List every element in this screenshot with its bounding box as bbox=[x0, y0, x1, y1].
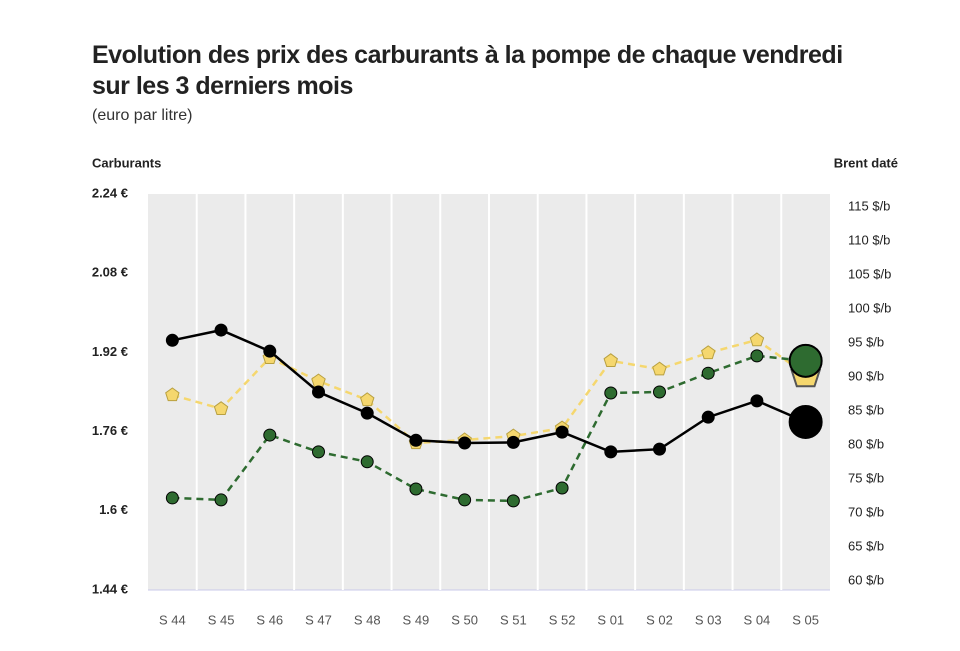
y-tick-label: 2.24 € bbox=[92, 185, 128, 200]
y2-tick-label: 60 $/b bbox=[848, 573, 884, 588]
y-tick-label: 1.6 € bbox=[99, 502, 128, 517]
y-tick-label: 1.44 € bbox=[92, 581, 128, 596]
y2-tick-label: 110 $/b bbox=[848, 232, 890, 247]
chart-title: Evolution des prix des carburants à la p… bbox=[92, 41, 843, 100]
point-marker bbox=[506, 494, 520, 508]
series-line bbox=[172, 354, 806, 503]
x-tick-label: S 45 bbox=[208, 612, 235, 627]
y-tick-label: 1.76 € bbox=[92, 423, 128, 438]
point-marker bbox=[409, 482, 423, 496]
point-marker bbox=[458, 493, 472, 507]
point-marker bbox=[506, 435, 520, 449]
y2-axis-title: Brent daté bbox=[834, 155, 898, 170]
point-marker bbox=[312, 385, 325, 399]
point-marker bbox=[263, 344, 277, 358]
x-tick-label: S 46 bbox=[256, 612, 283, 627]
y-tick-label: 2.08 € bbox=[92, 265, 128, 280]
point-marker bbox=[165, 387, 180, 402]
point-marker bbox=[750, 349, 764, 363]
point-marker bbox=[409, 433, 423, 447]
point-marker bbox=[312, 445, 325, 459]
y-tick-label: 1.92 € bbox=[92, 344, 128, 359]
point-marker bbox=[360, 455, 374, 469]
x-tick-label: S 01 bbox=[597, 612, 624, 627]
point-marker bbox=[214, 323, 228, 337]
point-marker bbox=[555, 481, 569, 495]
point-marker bbox=[360, 392, 375, 407]
y2-tick-label: 90 $/b bbox=[848, 368, 884, 383]
point-marker bbox=[603, 353, 618, 367]
point-marker bbox=[701, 366, 715, 380]
y-axis-title: Carburants bbox=[92, 155, 161, 170]
point-marker bbox=[604, 386, 618, 400]
point-marker bbox=[263, 428, 277, 442]
x-tick-label: S 05 bbox=[792, 612, 819, 627]
y2-tick-label: 70 $/b bbox=[848, 505, 884, 520]
x-tick-label: S 49 bbox=[403, 612, 430, 627]
x-tick-label: S 04 bbox=[744, 612, 771, 627]
y2-tick-label: 95 $/b bbox=[848, 334, 884, 349]
point-marker bbox=[788, 404, 823, 439]
point-marker bbox=[749, 332, 765, 347]
point-marker bbox=[701, 345, 716, 360]
x-tick-label: S 44 bbox=[159, 612, 186, 627]
y2-tick-label: 105 $/b bbox=[848, 266, 891, 281]
y2-tick-label: 100 $/b bbox=[848, 300, 891, 315]
y2-tick-label: 85 $/b bbox=[848, 402, 884, 417]
chart-subtitle: (euro par litre) bbox=[92, 107, 193, 124]
y2-tick-label: 65 $/b bbox=[848, 539, 884, 554]
point-marker bbox=[213, 401, 229, 415]
point-marker bbox=[165, 491, 179, 505]
point-marker bbox=[653, 385, 666, 399]
x-tick-label: S 48 bbox=[354, 612, 381, 627]
point-marker bbox=[165, 333, 179, 347]
point-marker bbox=[652, 361, 667, 376]
point-marker bbox=[555, 425, 569, 439]
point-marker bbox=[653, 442, 666, 456]
x-tick-label: S 52 bbox=[549, 612, 576, 627]
x-tick-label: S 02 bbox=[646, 612, 673, 627]
x-tick-label: S 50 bbox=[451, 612, 478, 627]
point-marker bbox=[360, 406, 374, 420]
x-tick-label: S 51 bbox=[500, 612, 527, 627]
point-marker bbox=[750, 394, 764, 408]
y2-tick-label: 75 $/b bbox=[848, 471, 884, 486]
point-marker bbox=[604, 445, 618, 459]
point-marker bbox=[788, 343, 823, 378]
point-marker bbox=[214, 493, 228, 507]
y2-tick-label: 80 $/b bbox=[848, 437, 884, 452]
point-marker bbox=[701, 410, 715, 424]
x-tick-label: S 03 bbox=[695, 612, 722, 627]
series-line bbox=[172, 338, 807, 445]
x-tick-label: S 47 bbox=[305, 612, 332, 627]
y2-tick-label: 115 $/b bbox=[848, 198, 890, 213]
point-marker bbox=[458, 436, 472, 450]
series-line bbox=[172, 328, 807, 454]
